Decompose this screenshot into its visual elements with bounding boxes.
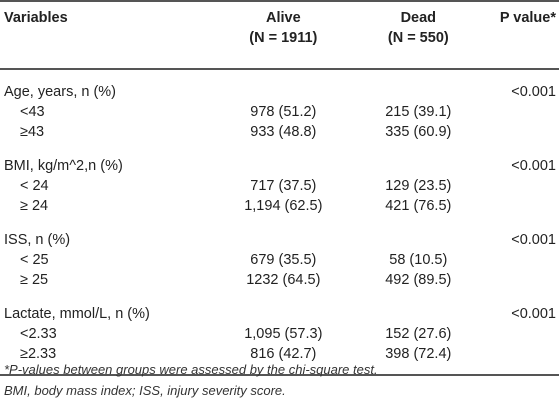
results-table: Variables Alive (N = 1911) Dead (N = 550… (0, 0, 559, 376)
table-row: ≥ 24 1,194 (62.5) 421 (76.5) (0, 196, 559, 216)
row-label: ≥ 24 (20, 198, 49, 214)
row-label: ≥ 25 (20, 272, 49, 288)
table-row: <2.33 1,095 (57.3) 152 (27.6) (0, 324, 559, 344)
alive-cell: 1,095 (57.3) (244, 326, 323, 342)
header-alive-n: (N = 1911) (249, 30, 318, 46)
alive-cell: 978 (51.2) (250, 104, 317, 120)
dead-cell: 492 (89.5) (385, 272, 452, 288)
row-label: ≥2.33 (0, 344, 209, 376)
alive-cell: 679 (35.5) (250, 252, 317, 268)
header-dead-n: (N = 550) (387, 30, 449, 46)
dead-cell: 58 (10.5) (389, 252, 448, 268)
alive-cell: 933 (48.8) (250, 124, 317, 140)
group-label-bmi: BMI, kg/m^2,n (%) (4, 158, 123, 174)
footnote-abbreviations: BMI, body mass index; ISS, injury severi… (4, 383, 286, 398)
p-value-iss: <0.001 (511, 232, 556, 248)
group-row-bmi: BMI, kg/m^2,n (%) <0.001 (0, 142, 559, 176)
row-label: ≥43 (20, 124, 45, 140)
table-row: ≥ 25 1232 (64.5) 492 (89.5) (0, 270, 559, 290)
header-row: Variables Alive (N = 1911) Dead (N = 550… (0, 0, 559, 70)
row-label: <43 (20, 104, 45, 120)
group-label-lactate: Lactate, mmol/L, n (%) (4, 306, 150, 322)
header-alive-label: Alive (265, 10, 301, 26)
alive-cell: 1232 (64.5) (246, 272, 321, 288)
dead-cell: 398 (72.4) (357, 344, 479, 376)
header-dead-label: Dead (400, 10, 437, 26)
alive-cell: 1,194 (62.5) (244, 198, 323, 214)
table-row: < 24 717 (37.5) 129 (23.5) (0, 176, 559, 196)
row-label: <2.33 (20, 326, 57, 342)
p-value-lactate: <0.001 (511, 306, 556, 322)
header-variables: Variables (0, 0, 209, 70)
p-value-bmi: <0.001 (511, 158, 556, 174)
dead-cell: 152 (27.6) (385, 326, 452, 342)
row-label: < 24 (20, 178, 49, 194)
dead-cell: 129 (23.5) (385, 178, 452, 194)
table-row: ≥2.33 816 (42.7) 398 (72.4) (0, 344, 559, 376)
dead-cell: 421 (76.5) (385, 198, 452, 214)
dead-cell: 215 (39.1) (385, 104, 452, 120)
header-dead: Dead (N = 550) (357, 0, 479, 70)
group-label-iss: ISS, n (%) (4, 232, 71, 248)
p-value-age: <0.001 (511, 84, 556, 100)
header-p-value: P value* (478, 0, 559, 70)
row-label: < 25 (20, 252, 49, 268)
table-row: <43 978 (51.2) 215 (39.1) (0, 102, 559, 122)
alive-cell: 717 (37.5) (250, 178, 317, 194)
table-row: ≥43 933 (48.8) 335 (60.9) (0, 122, 559, 142)
header-alive: Alive (N = 1911) (208, 0, 358, 70)
group-row-iss: ISS, n (%) <0.001 (0, 216, 559, 250)
dead-cell: 335 (60.9) (385, 124, 452, 140)
footnote-p-values: *P-values between groups were assessed b… (4, 362, 378, 377)
alive-cell: 816 (42.7) (208, 344, 358, 376)
group-row-age: Age, years, n (%) <0.001 (0, 69, 559, 102)
table-row: < 25 679 (35.5) 58 (10.5) (0, 250, 559, 270)
group-label-age: Age, years, n (%) (4, 84, 117, 100)
group-row-lactate: Lactate, mmol/L, n (%) <0.001 (0, 290, 559, 324)
